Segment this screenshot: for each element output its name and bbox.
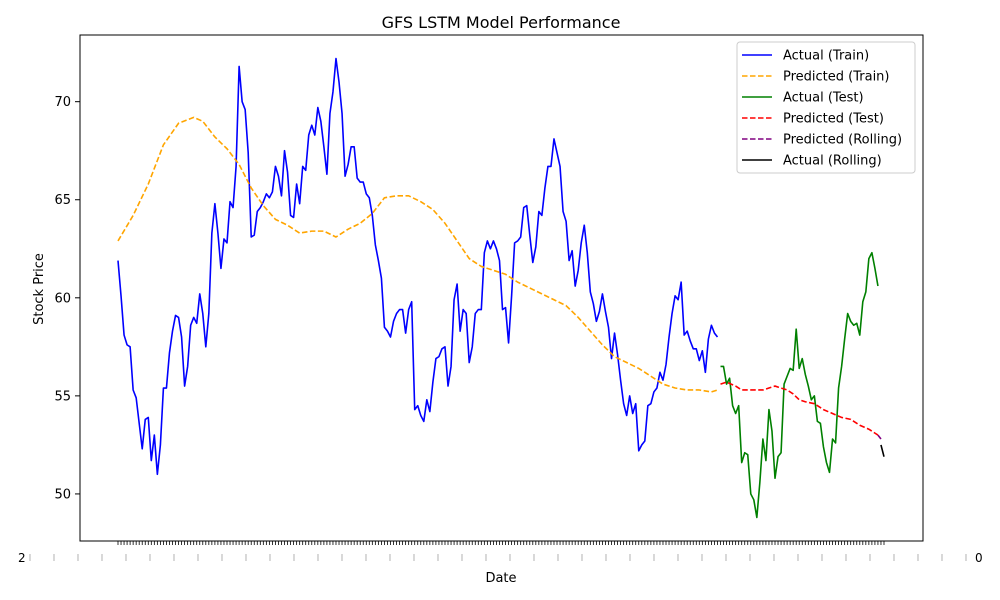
plot-frame <box>79 34 924 542</box>
series-line-predicted-train <box>117 116 718 393</box>
y-tick-label: 65 <box>54 193 71 208</box>
legend-label-actual-train: Actual (Train) <box>783 49 869 64</box>
y-axis-label: Stock Price <box>32 253 47 325</box>
y-tick-label: 50 <box>54 487 71 502</box>
legend-box <box>736 41 916 174</box>
legend: Actual (Train) Predicted (Train) Actual (T… <box>736 41 916 174</box>
series-line-actual-rolling <box>880 444 885 457</box>
series-line-actual-test <box>720 251 879 519</box>
legend-label-actual-rolling: Actual (Rolling) <box>783 154 882 169</box>
series-line-predicted-test <box>720 381 879 436</box>
legend-label-predicted-test: Predicted (Test) <box>783 112 884 127</box>
y-tick-label: 60 <box>54 291 71 306</box>
series-line-predicted-rolling <box>877 434 882 440</box>
y-tick-label: 55 <box>54 389 71 404</box>
legend-label-actual-test: Actual (Test) <box>783 91 864 106</box>
y-axis: 50 55 60 65 70 <box>54 95 80 502</box>
x-tick-label-overlap-left: 2 <box>18 551 26 565</box>
chart-title: GFS LSTM Model Performance <box>382 13 621 32</box>
x-tick-label-overlap-right: 0 <box>975 551 983 565</box>
plot-area <box>117 57 885 519</box>
y-tick-label: 70 <box>54 95 71 110</box>
legend-label-predicted-train: Predicted (Train) <box>783 70 890 85</box>
legend-label-predicted-rolling: Predicted (Rolling) <box>783 133 902 148</box>
series-line-actual-train <box>117 57 719 476</box>
x-axis-label: Date <box>485 571 516 586</box>
